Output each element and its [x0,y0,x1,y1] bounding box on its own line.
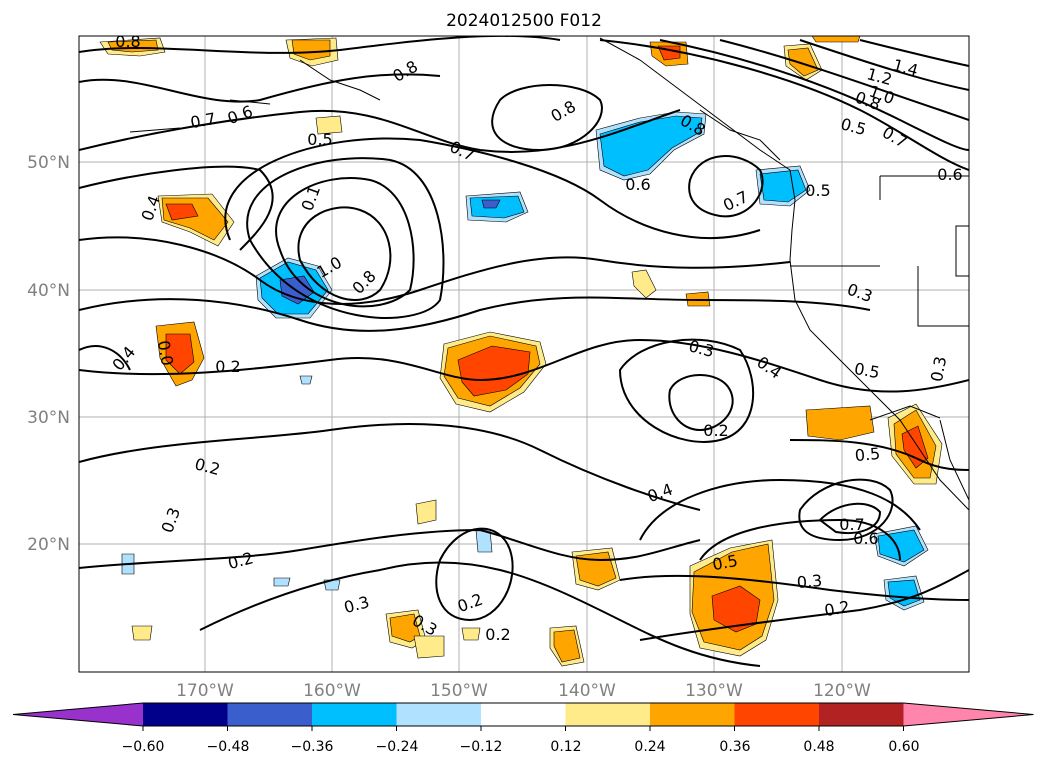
colorbar-extend-min [13,703,143,726]
contour-label: 0.6 [937,165,962,184]
shaded-fields [99,36,943,667]
shade-positive [811,36,861,43]
map-frame [78,35,970,673]
contour-label: 0.2 [703,421,728,440]
colorbar-tick-label: 0.60 [888,739,919,755]
lon-label: 150°W [430,681,488,701]
colorbar-tick-labels: −0.60 −0.48 −0.36 −0.24 −0.12 0.12 0.24 … [122,739,920,755]
contour-label: 0.7 [189,109,217,132]
contour-label: 0.5 [711,551,739,574]
colorbar-segment [734,703,820,726]
colorbar-tick-label: −0.12 [460,739,503,755]
colorbar-tick-label: −0.48 [207,739,250,755]
colorbar-segment [565,703,651,726]
shade-negative [877,529,925,563]
contour-label: 0.2 [215,357,240,376]
shade-negative [469,195,525,219]
contour-label: 0.7 [839,515,864,534]
map-title: 2024012500 F012 [446,11,602,31]
colorbar-tick-label: −0.60 [122,739,165,755]
colorbar-segment [650,703,735,726]
shade-negative [475,529,493,553]
colorbar-tick-label: 0.12 [550,739,581,755]
contour-label: 0.2 [485,625,510,644]
contour-label: 0.0 [154,339,177,367]
colorbar-segment [396,703,482,726]
shade-negative [481,199,501,209]
lat-label: 40°N [27,281,70,301]
latitude-labels: 50°N 40°N 30°N 20°N [27,153,70,555]
lon-label: 130°W [685,681,743,701]
shade-positive [553,629,581,663]
lat-label: 50°N [27,153,70,173]
shade-positive [631,269,657,299]
longitude-labels: 170°W 160°W 150°W 140°W 130°W 120°W [176,681,871,701]
shade-positive [315,115,343,135]
shade-positive [901,425,929,469]
contour-label: 0.6 [625,175,650,194]
contour-label: 0.5 [805,181,830,200]
shade-positive [461,627,481,641]
coastlines [129,37,969,511]
contour-label: 0.8 [115,32,140,51]
contour-label: 0.3 [927,355,950,383]
colorbar-segment [819,703,904,726]
shade-negative [299,375,313,385]
colorbar-extend-max [903,703,1034,726]
shade-positive [787,47,819,77]
contour-label: 0.3 [796,571,823,592]
shade-positive [165,333,195,375]
lon-label: 120°W [813,681,871,701]
shade-positive [413,635,445,659]
colorbar-segment [143,703,228,726]
contour-label: 0.5 [853,359,881,382]
lat-label: 30°N [27,408,70,428]
contour-label: 0.2 [823,597,851,620]
shade-negative [599,115,703,177]
lon-label: 160°W [303,681,361,701]
colorbar-tick-label: −0.36 [291,739,334,755]
lon-label: 170°W [176,681,234,701]
contour-label: 0.6 [853,529,878,548]
contour-lines [79,36,969,667]
shade-positive [131,625,153,641]
shade-positive [165,203,199,221]
shade-positive [805,405,875,441]
colorbar-segment [481,703,566,726]
lat-label: 20°N [27,535,70,555]
lon-label: 140°W [558,681,616,701]
shade-positive [457,345,531,397]
colorbar [12,702,1034,731]
shade-negative [273,577,291,587]
colorbar-segment [227,703,313,726]
shade-positive [291,39,331,61]
map-area: 0.8 0.8 0.7 0.6 0.5 0.8 0.7 0.6 0.8 1.4 … [79,32,969,672]
colorbar-segment [312,703,397,726]
contour-label: 0.5 [307,130,332,149]
shade-positive [415,499,437,525]
contour-label: 0.5 [854,444,881,465]
colorbar-tick-label: 0.24 [634,739,665,755]
colorbar-tick-label: 0.48 [803,739,834,755]
colorbar-tick-label: −0.24 [376,739,419,755]
colorbar-tick-label: 0.36 [719,739,750,755]
